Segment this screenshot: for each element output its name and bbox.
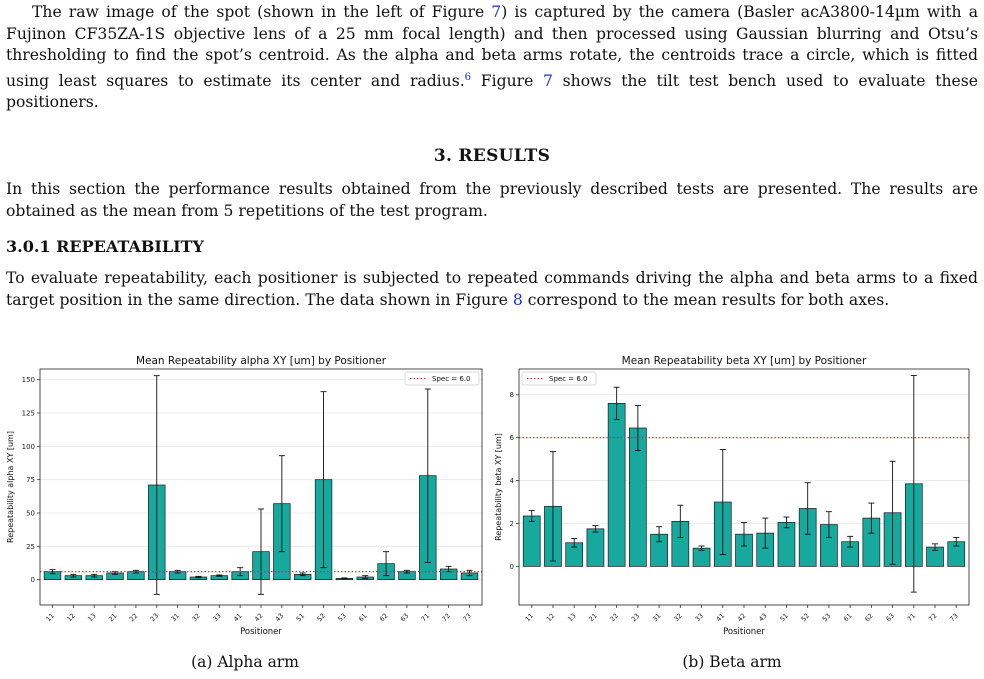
- legend-label: Spec = 6.0: [432, 375, 471, 383]
- x-tick-label: 72: [441, 612, 453, 624]
- chart-title: Mean Repeatability alpha XY [um] by Posi…: [136, 355, 387, 367]
- x-tick-label: 72: [927, 612, 939, 624]
- figure-alpha: 0 25 50 75 100 125 150 Mean Repeatability alpha…: [4, 352, 486, 646]
- x-tick-label: 23: [149, 612, 161, 624]
- bar-11: [522, 515, 541, 567]
- x-tick-label: 53: [336, 612, 348, 624]
- x-tick-label: 73: [461, 612, 473, 624]
- x-tick-label: 71: [420, 612, 432, 624]
- x-tick-label: 31: [651, 612, 663, 624]
- intro-text-1: The raw image of the spot (shown in the …: [32, 3, 492, 21]
- intro-text-2: ) is captured by the camera (Basler acA3…: [6, 3, 978, 90]
- bar-51: [777, 522, 796, 567]
- x-tick-label: 22: [609, 612, 621, 624]
- x-tick-label: 42: [736, 612, 748, 624]
- plot-frame: [518, 368, 970, 606]
- x-tick-label: 21: [107, 612, 119, 624]
- x-tick-label: 63: [884, 612, 896, 624]
- x-tick-label: 51: [778, 612, 790, 624]
- x-tick-label: 22: [128, 612, 140, 624]
- y-tick-label: 0: [31, 576, 35, 584]
- x-tick-label: 52: [800, 612, 812, 624]
- section-paragraph: In this section the performance results …: [6, 180, 978, 220]
- x-tick-label: 73: [948, 612, 960, 624]
- intro-text-3: Figure: [471, 71, 544, 90]
- legend-box: [404, 371, 480, 386]
- x-tick-label: 23: [630, 612, 642, 624]
- section-heading: 3. RESULTS: [433, 146, 551, 166]
- footnote-6-link[interactable]: 6: [464, 71, 472, 83]
- x-tick-label: 42: [253, 612, 265, 624]
- intro-paragraph: The raw image of the spot (shown in the …: [6, 2, 978, 114]
- y-tick-label: 100: [22, 443, 35, 451]
- x-tick-label: 31: [170, 612, 182, 624]
- bar-22: [607, 402, 626, 567]
- x-tick-label: 11: [524, 612, 536, 624]
- x-tick-label: 32: [672, 612, 684, 624]
- subsection-text-1: To evaluate repeatability, each position…: [6, 269, 978, 309]
- bar-21: [586, 528, 605, 567]
- chart-alpha: 0 25 50 75 100 125 150 Mean Repeatability alpha…: [6, 355, 483, 637]
- chart-beta: 0 2 4 6 8 Mean Repeatability beta XY [um] by …: [494, 355, 970, 637]
- x-tick-label: 71: [906, 612, 918, 624]
- y-tick-label: 150: [22, 376, 35, 384]
- x-tick-label: 12: [545, 612, 557, 624]
- x-tick-label: 43: [757, 612, 769, 624]
- y-tick-label: 125: [22, 410, 35, 418]
- y-tick-label: 2: [510, 520, 514, 528]
- legend-box: [521, 371, 597, 386]
- y-tick-label: 25: [26, 543, 35, 551]
- x-tick-label: 61: [842, 612, 854, 624]
- subsection-text-2: correspond to the mean results for both …: [522, 290, 890, 309]
- x-tick-label: 51: [295, 612, 307, 624]
- x-tick-label: 53: [821, 612, 833, 624]
- intro-text-4: shows the tilt test bench used to evalua…: [6, 71, 978, 112]
- bar-33: [692, 547, 711, 567]
- caption-alpha: (a) Alpha arm: [191, 653, 299, 671]
- y-axis-label: Repeatability alpha XY [um]: [6, 431, 15, 543]
- y-tick-label: 6: [510, 434, 515, 442]
- chart-title: Mean Repeatability beta XY [um] by Posit…: [622, 355, 867, 367]
- x-tick-label: 11: [44, 612, 56, 624]
- x-tick-label: 52: [315, 612, 327, 624]
- x-tick-label: 62: [378, 612, 390, 624]
- x-tick-label: 61: [357, 612, 369, 624]
- x-tick-label: 21: [587, 612, 599, 624]
- x-tick-label: 63: [399, 612, 411, 624]
- subsection-heading: 3.0.1 REPEATABILITY: [6, 237, 204, 256]
- y-tick-label: 75: [26, 476, 35, 484]
- figure-8-link[interactable]: 8: [512, 290, 523, 309]
- x-axis-label: Positioner: [240, 627, 282, 637]
- x-tick-label: 32: [190, 612, 202, 624]
- x-tick-label: 13: [566, 612, 578, 624]
- legend-label: Spec = 6.0: [549, 375, 588, 383]
- figure-7-link-2[interactable]: 7: [543, 71, 553, 90]
- x-tick-label: 33: [211, 612, 223, 624]
- y-tick-label: 0: [510, 563, 514, 571]
- x-tick-label: 62: [863, 612, 875, 624]
- y-axis-label: Repeatability beta XY [um]: [494, 433, 503, 541]
- caption-beta: (b) Beta arm: [682, 653, 782, 671]
- x-tick-label: 12: [65, 612, 77, 624]
- x-tick-label: 13: [86, 612, 98, 624]
- figure-7-link[interactable]: 7: [491, 3, 502, 21]
- x-tick-label: 41: [715, 612, 727, 624]
- x-tick-label: 41: [232, 612, 244, 624]
- y-tick-label: 8: [510, 391, 514, 399]
- y-tick-label: 4: [510, 477, 515, 485]
- subsection-paragraph: To evaluate repeatability, each position…: [6, 268, 978, 311]
- x-axis-label: Positioner: [723, 627, 765, 637]
- figure-beta: 0 2 4 6 8 Mean Repeatability beta XY [um] by …: [492, 352, 982, 646]
- x-tick-label: 43: [274, 612, 286, 624]
- y-tick-label: 50: [26, 510, 35, 518]
- plot-frame: [39, 368, 483, 606]
- x-tick-label: 33: [693, 612, 705, 624]
